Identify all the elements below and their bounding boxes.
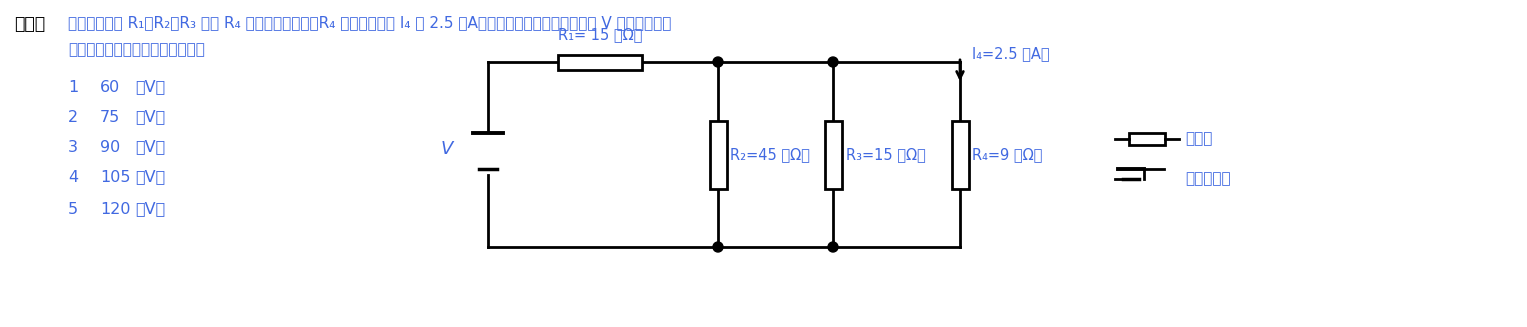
Text: 2: 2 bbox=[69, 110, 78, 125]
Text: 1: 1 bbox=[69, 79, 78, 95]
Text: R₂=45 ［Ω］: R₂=45 ［Ω］ bbox=[730, 147, 811, 162]
Text: 90: 90 bbox=[99, 140, 121, 154]
Text: ：抵抗: ：抵抗 bbox=[1185, 131, 1212, 146]
Bar bbox=[825, 121, 841, 188]
Bar bbox=[1128, 133, 1165, 145]
Text: ［V］: ［V］ bbox=[134, 110, 165, 125]
Text: R₁= 15 ［Ω］: R₁= 15 ［Ω］ bbox=[557, 27, 643, 42]
Text: ：直流電源: ：直流電源 bbox=[1185, 171, 1231, 186]
Text: 60: 60 bbox=[99, 79, 121, 95]
Text: ［V］: ［V］ bbox=[134, 79, 165, 95]
Text: I₄=2.5 ［A］: I₄=2.5 ［A］ bbox=[973, 46, 1051, 61]
Text: 4: 4 bbox=[69, 169, 78, 184]
Text: 120: 120 bbox=[99, 201, 130, 216]
Text: 5: 5 bbox=[69, 201, 78, 216]
Bar bbox=[557, 55, 641, 70]
Text: ［３］: ［３］ bbox=[14, 15, 46, 33]
Text: 105: 105 bbox=[99, 169, 130, 184]
Text: 3: 3 bbox=[69, 140, 78, 154]
Text: V: V bbox=[441, 141, 454, 159]
Circle shape bbox=[828, 57, 838, 67]
Text: ［V］: ［V］ bbox=[134, 201, 165, 216]
Circle shape bbox=[828, 242, 838, 252]
Bar bbox=[710, 121, 727, 188]
Text: R₃=15 ［Ω］: R₃=15 ［Ω］ bbox=[846, 147, 925, 162]
Circle shape bbox=[713, 57, 722, 67]
Text: ［V］: ［V］ bbox=[134, 140, 165, 154]
Text: ［V］: ［V］ bbox=[134, 169, 165, 184]
Text: R₄=9 ［Ω］: R₄=9 ［Ω］ bbox=[973, 147, 1043, 162]
Circle shape bbox=[713, 242, 722, 252]
Bar bbox=[951, 121, 968, 188]
Text: 正しいものを下の番号から選べ。: 正しいものを下の番号から選べ。 bbox=[69, 42, 205, 57]
Text: 図に示す抵抗 R₁、R₂、R₃ 及び R₄ の回路において、R₄ を流れる電流 I₄ が 2.5 ［A］であるとき、直流電源電圧 V の値として、: 図に示す抵抗 R₁、R₂、R₃ 及び R₄ の回路において、R₄ を流れる電流 … bbox=[69, 15, 672, 30]
Text: 75: 75 bbox=[99, 110, 121, 125]
